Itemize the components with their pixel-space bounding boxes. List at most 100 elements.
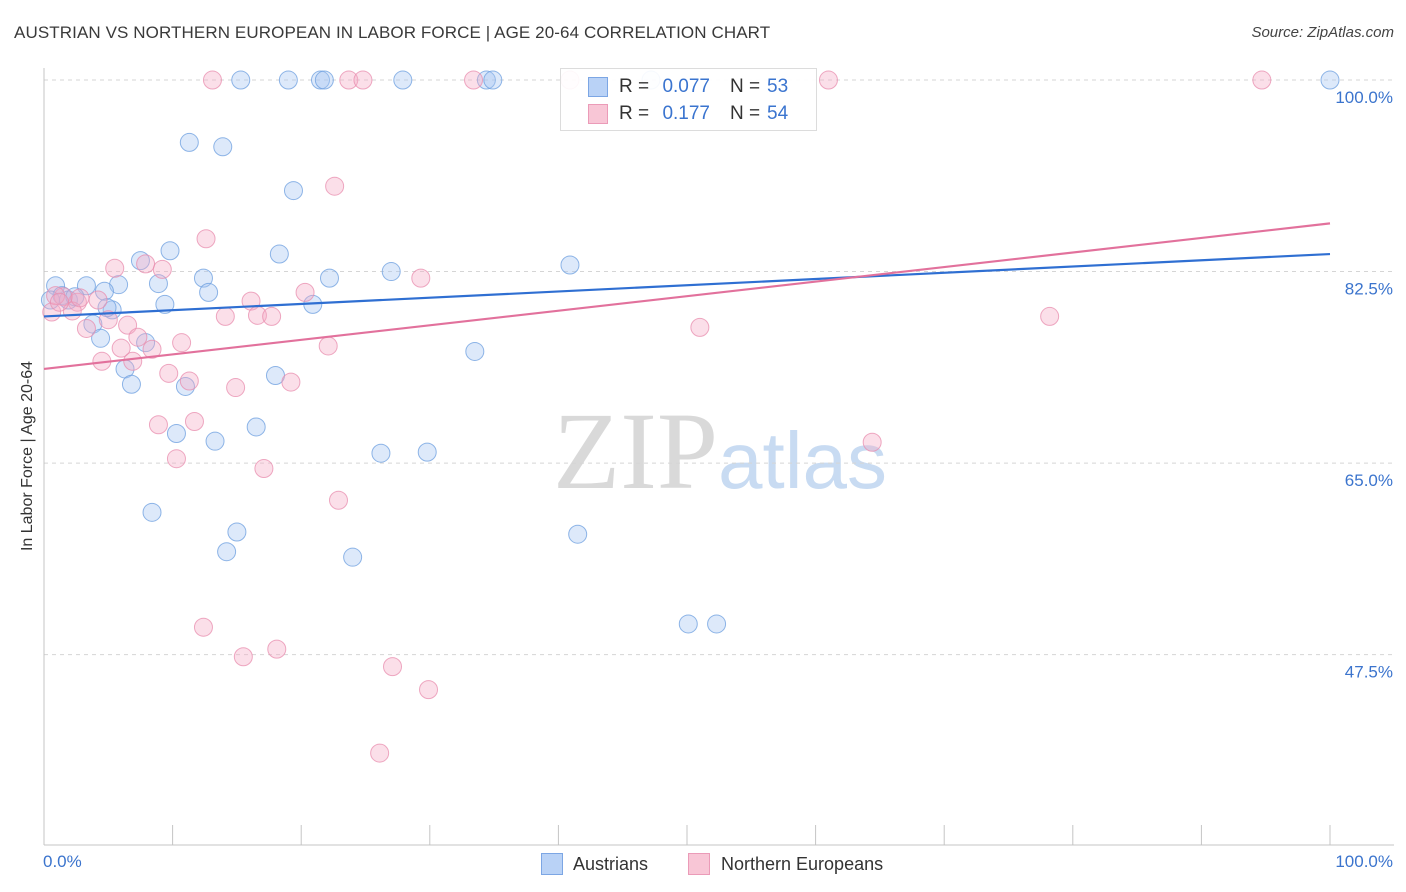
austrians-point [199,282,219,302]
northern-europeans-point [123,351,143,371]
watermark: ZIP atlas [553,396,887,506]
northern-europeans-point [1252,70,1272,90]
source-credit: Source: ZipAtlas.com [1251,24,1394,41]
legend-n-label: N = [730,76,761,97]
northern-europeans-point [76,318,96,338]
austrians-point [217,542,237,562]
northern-europeans-point [184,411,204,431]
x-tick-label-max: 100.0% [1335,852,1393,871]
austrians-point [46,276,66,296]
austrians-point [160,241,180,261]
northern-europeans-point [262,306,282,326]
austrians-point [283,181,303,201]
austrians-point [175,376,195,396]
austrians-point [560,255,580,275]
series-legend-label-northern-europeans: Northern Europeans [721,854,884,874]
watermark-atlas: atlas [718,416,887,505]
austrians-point [193,268,213,288]
austrians-point [269,244,289,264]
series-legend-swatch-austrians [541,853,563,875]
austrians-point [417,442,437,462]
austrians-point [76,276,96,296]
austrians-point [314,70,334,90]
axes [43,68,1394,846]
northern-europeans-point [226,378,246,398]
series-legend-swatch-northern-europeans [688,853,710,875]
legend-n-value-austrians: 53 [767,76,789,97]
legend-n-value-northern-europeans: 54 [767,103,789,124]
northern-europeans-point [370,743,390,763]
austrians-point [393,70,413,90]
austrians-point [678,614,698,634]
austrians-point [130,251,150,271]
correlation-legend: R = 0.077 N = 53 R = 0.177 N = 54 [560,68,817,131]
austrians-point [707,614,727,634]
y-tick-label: 82.5% [1345,280,1393,299]
austrians-point [246,417,266,437]
austrians-point [319,268,339,288]
austrians-point [278,70,298,90]
northern-europeans-point [419,680,439,700]
x-tick-label-min: 0.0% [43,852,82,871]
northern-europeans-point [196,229,216,249]
y-tick-label: 47.5% [1345,663,1393,682]
northern-europeans-point [118,315,138,335]
y-tick-labels: 100.0% 82.5% 65.0% 47.5% [1335,88,1393,682]
austrians-point [166,424,186,444]
austrians-point [568,524,588,544]
northern-europeans-trend-line [43,222,1331,371]
austrians-point [381,262,401,282]
legend-swatch-northern-europeans [588,104,608,124]
northern-europeans-point [166,449,186,469]
northern-europeans-point [159,363,179,383]
northern-europeans-point [179,371,199,391]
y-tick-label: 100.0% [1335,88,1393,107]
y-tick-label: 65.0% [1345,471,1393,490]
northern-europeans-point [464,70,484,90]
northern-europeans-point [818,70,838,90]
northern-europeans-point [411,268,431,288]
northern-europeans-point [862,432,882,452]
northern-europeans-point [148,415,168,435]
legend-n-label: N = [730,103,761,124]
northern-europeans-point [128,327,148,347]
austrians-point [91,328,111,348]
northern-europeans-point [295,282,315,302]
austrians-point [148,274,168,294]
northern-europeans-point [281,372,301,392]
austrians-point [205,431,225,451]
northern-europeans-point [383,657,403,677]
northern-europeans-point [325,176,345,196]
austrians-trend-line [43,252,1331,318]
northern-europeans-point [318,336,338,356]
northern-europeans-point [98,310,118,330]
northern-europeans-point [233,647,253,667]
northern-europeans-point [215,306,235,326]
legend-r-value-northern-europeans: 0.177 [662,103,710,124]
trend-lines [43,222,1331,371]
austrians-point [155,294,175,314]
northern-europeans-point [202,70,222,90]
northern-europeans-point [70,288,90,308]
northern-europeans-point [339,70,359,90]
austrians-point [231,70,251,90]
northern-europeans-point [193,617,213,637]
northern-europeans-point [328,490,348,510]
legend-r-label: R = [619,76,650,97]
northern-europeans-point [353,70,373,90]
data-points [40,70,1340,763]
northern-europeans-point [88,290,108,310]
series-legend-label-austrians: Austrians [573,854,649,874]
austrians-point [142,502,162,522]
gridlines [44,79,1394,656]
austrians-point [179,132,199,152]
watermark-zip: ZIP [553,390,718,512]
northern-europeans-point [142,339,162,359]
northern-europeans-point [254,459,274,479]
northern-europeans-point [136,254,156,274]
northern-europeans-point [111,338,131,358]
northern-europeans-point [49,292,69,312]
legend-r-label: R = [619,103,650,124]
legend-swatch-austrians [588,77,608,97]
